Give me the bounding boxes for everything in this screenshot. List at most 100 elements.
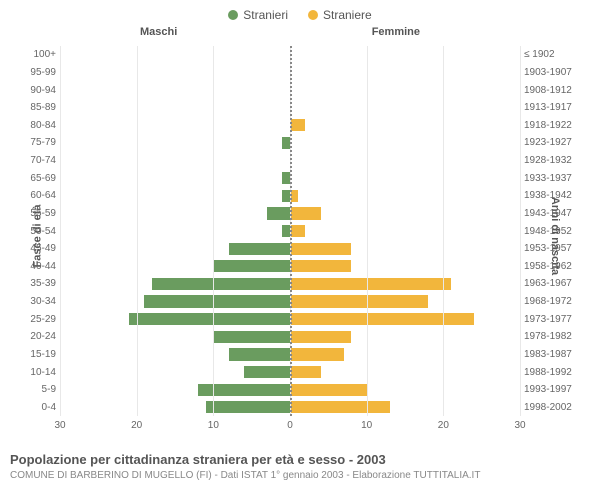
bar-female (290, 401, 390, 413)
bar-male (206, 401, 290, 413)
age-label: 100+ (12, 49, 56, 60)
age-label: 85-89 (12, 102, 56, 113)
birth-year-label: 1988-1992 (524, 367, 588, 378)
population-pyramid-chart: Maschi Femmine Fasce di età Anni di nasc… (0, 26, 600, 446)
birth-year-label: 1923-1927 (524, 137, 588, 148)
x-tick: 20 (438, 420, 449, 431)
age-label: 80-84 (12, 120, 56, 131)
grid-line (443, 46, 444, 416)
grid-line (137, 46, 138, 416)
footer-title: Popolazione per cittadinanza straniera p… (10, 452, 590, 469)
birth-year-label: 1938-1942 (524, 190, 588, 201)
grid-line (213, 46, 214, 416)
bar-male (282, 172, 290, 184)
bar-female (290, 384, 367, 396)
bar-male (213, 331, 290, 343)
footer-subtitle: COMUNE DI BARBERINO DI MUGELLO (FI) - Da… (10, 469, 590, 482)
birth-year-label: 1983-1987 (524, 349, 588, 360)
bar-male (282, 225, 290, 237)
bar-female (290, 366, 321, 378)
grid-line (60, 46, 61, 416)
age-label: 45-49 (12, 243, 56, 254)
age-label: 20-24 (12, 331, 56, 342)
x-tick: 0 (287, 420, 293, 431)
bar-female (290, 260, 351, 272)
bar-male (267, 207, 290, 219)
legend: Stranieri Straniere (0, 0, 600, 26)
birth-year-label: 1943-1947 (524, 208, 588, 219)
x-tick: 20 (131, 420, 142, 431)
legend-dot-male (228, 10, 238, 20)
age-label: 35-39 (12, 278, 56, 289)
legend-label-male: Stranieri (243, 8, 288, 22)
bar-male (244, 366, 290, 378)
age-label: 5-9 (12, 384, 56, 395)
chart-footer: Popolazione per cittadinanza straniera p… (0, 446, 600, 482)
birth-year-label: 1908-1912 (524, 85, 588, 96)
birth-year-label: 1968-1972 (524, 296, 588, 307)
bar-male (229, 243, 290, 255)
plot-area: 100+≤ 190295-991903-190790-941908-191285… (60, 46, 520, 416)
bar-male (129, 313, 290, 325)
bar-female (290, 278, 451, 290)
age-label: 10-14 (12, 367, 56, 378)
birth-year-label: 1933-1937 (524, 173, 588, 184)
birth-year-label: 1903-1907 (524, 67, 588, 78)
x-tick: 10 (361, 420, 372, 431)
age-label: 15-19 (12, 349, 56, 360)
birth-year-label: ≤ 1902 (524, 49, 588, 60)
age-label: 95-99 (12, 67, 56, 78)
grid-line (520, 46, 521, 416)
age-label: 60-64 (12, 190, 56, 201)
birth-year-label: 1918-1922 (524, 120, 588, 131)
age-label: 90-94 (12, 85, 56, 96)
birth-year-label: 1993-1997 (524, 384, 588, 395)
bar-male (282, 190, 290, 202)
bar-female (290, 225, 305, 237)
x-tick: 10 (208, 420, 219, 431)
x-axis: 3020100102030 (60, 420, 520, 434)
age-label: 50-54 (12, 226, 56, 237)
bar-male (229, 348, 290, 360)
column-title-female: Femmine (372, 26, 420, 38)
bar-female (290, 313, 474, 325)
birth-year-label: 1998-2002 (524, 402, 588, 413)
age-label: 55-59 (12, 208, 56, 219)
bar-female (290, 243, 351, 255)
bar-male (198, 384, 290, 396)
age-label: 0-4 (12, 402, 56, 413)
age-label: 25-29 (12, 314, 56, 325)
birth-year-label: 1978-1982 (524, 331, 588, 342)
bar-male (213, 260, 290, 272)
legend-item-male: Stranieri (228, 8, 288, 22)
x-tick: 30 (54, 420, 65, 431)
age-label: 70-74 (12, 155, 56, 166)
x-tick: 30 (514, 420, 525, 431)
bar-male (282, 137, 290, 149)
bar-female (290, 348, 344, 360)
center-line (290, 46, 292, 416)
legend-dot-female (308, 10, 318, 20)
bar-female (290, 119, 305, 131)
bar-female (290, 295, 428, 307)
column-title-male: Maschi (140, 26, 177, 38)
birth-year-label: 1953-1957 (524, 243, 588, 254)
bar-female (290, 331, 351, 343)
bar-male (152, 278, 290, 290)
age-label: 30-34 (12, 296, 56, 307)
birth-year-label: 1948-1952 (524, 226, 588, 237)
birth-year-label: 1928-1932 (524, 155, 588, 166)
age-label: 40-44 (12, 261, 56, 272)
birth-year-label: 1913-1917 (524, 102, 588, 113)
birth-year-label: 1973-1977 (524, 314, 588, 325)
column-titles: Maschi Femmine (0, 26, 600, 44)
age-label: 65-69 (12, 173, 56, 184)
age-label: 75-79 (12, 137, 56, 148)
legend-item-female: Straniere (308, 8, 372, 22)
birth-year-label: 1958-1962 (524, 261, 588, 272)
bar-male (144, 295, 290, 307)
grid-line (367, 46, 368, 416)
birth-year-label: 1963-1967 (524, 278, 588, 289)
bar-female (290, 207, 321, 219)
legend-label-female: Straniere (323, 8, 372, 22)
